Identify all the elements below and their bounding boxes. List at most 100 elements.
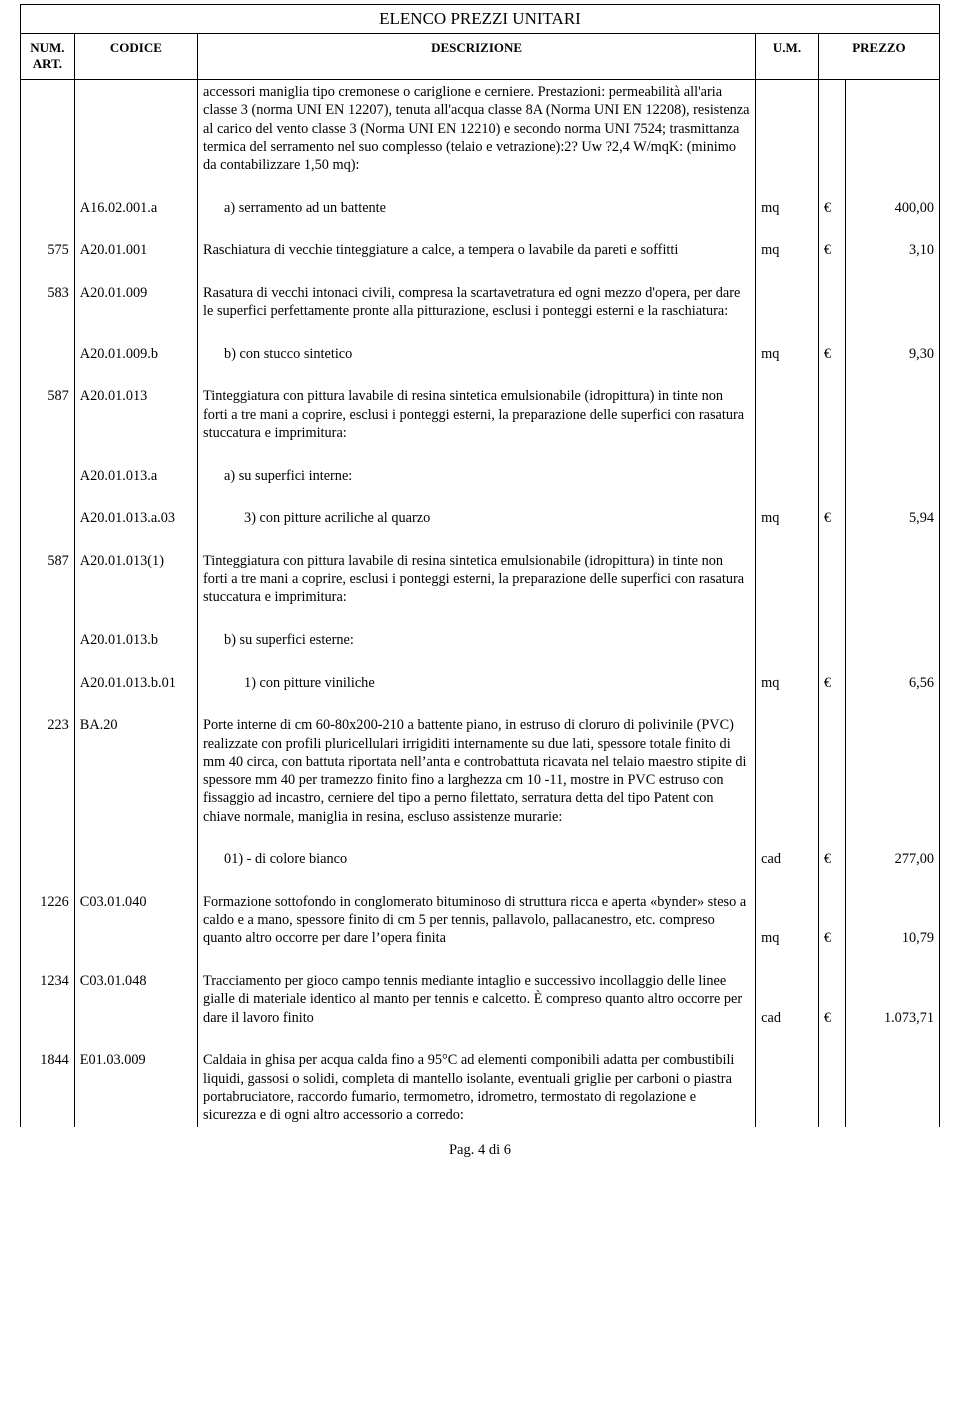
cell-code: C03.01.048	[74, 969, 197, 1030]
cell-val: 5,94	[845, 506, 939, 530]
cell-um	[756, 281, 819, 324]
cell-um: mq	[756, 671, 819, 695]
table-row: 587A20.01.013(1)Tinteggiatura con pittur…	[21, 549, 940, 610]
cell-num: 587	[21, 384, 75, 445]
table-row: A20.01.013.b.011) con pitture vinilichem…	[21, 671, 940, 695]
table-row: A20.01.013.bb) su superfici esterne:	[21, 628, 940, 652]
cell-desc: accessori maniglia tipo cremonese o cari…	[198, 80, 756, 178]
cell-um	[756, 713, 819, 829]
cell-sym	[818, 628, 845, 652]
table-row: A20.01.009.bb) con stucco sinteticomq€9,…	[21, 342, 940, 366]
cell-desc: a) serramento ad un battente	[198, 196, 756, 220]
cell-num	[21, 80, 75, 178]
cell-code: A20.01.009	[74, 281, 197, 324]
row-spacer	[21, 610, 940, 628]
price-table: ELENCO PREZZI UNITARI NUM. ART. CODICE D…	[20, 4, 940, 1127]
cell-sym	[818, 1048, 845, 1127]
cell-num	[21, 847, 75, 871]
cell-sym	[818, 281, 845, 324]
cell-um	[756, 464, 819, 488]
cell-um	[756, 628, 819, 652]
cell-sym	[818, 80, 845, 178]
cell-um: mq	[756, 196, 819, 220]
table-body: accessori maniglia tipo cremonese o cari…	[21, 80, 940, 1128]
cell-code: A20.01.009.b	[74, 342, 197, 366]
table-row: A16.02.001.aa) serramento ad un battente…	[21, 196, 940, 220]
table-title: ELENCO PREZZI UNITARI	[21, 5, 940, 34]
cell-num	[21, 506, 75, 530]
cell-val	[845, 628, 939, 652]
row-spacer	[21, 220, 940, 238]
cell-num: 575	[21, 238, 75, 262]
cell-val	[845, 1048, 939, 1127]
cell-um	[756, 1048, 819, 1127]
cell-desc: 01) - di colore bianco	[198, 847, 756, 871]
cell-val: 6,56	[845, 671, 939, 695]
col-header-desc: DESCRIZIONE	[198, 33, 756, 79]
table-row: 1226C03.01.040Formazione sottofondo in c…	[21, 890, 940, 951]
cell-sym: €	[818, 847, 845, 871]
row-spacer	[21, 829, 940, 847]
page: ELENCO PREZZI UNITARI NUM. ART. CODICE D…	[0, 0, 960, 1180]
cell-sym	[818, 464, 845, 488]
cell-sym: €	[818, 342, 845, 366]
cell-val: 277,00	[845, 847, 939, 871]
cell-code	[74, 80, 197, 178]
cell-desc: b) con stucco sintetico	[198, 342, 756, 366]
cell-sym	[818, 549, 845, 610]
cell-val	[845, 281, 939, 324]
cell-code: BA.20	[74, 713, 197, 829]
cell-sym	[818, 713, 845, 829]
cell-code: A20.01.013	[74, 384, 197, 445]
table-row: accessori maniglia tipo cremonese o cari…	[21, 80, 940, 178]
row-spacer	[21, 177, 940, 195]
cell-desc: Formazione sottofondo in conglomerato bi…	[198, 890, 756, 951]
cell-sym: €	[818, 671, 845, 695]
cell-desc: Raschiatura di vecchie tinteggiature a c…	[198, 238, 756, 262]
cell-code: E01.03.009	[74, 1048, 197, 1127]
cell-desc: 1) con pitture viniliche	[198, 671, 756, 695]
table-row: 587A20.01.013Tinteggiatura con pittura l…	[21, 384, 940, 445]
cell-um	[756, 549, 819, 610]
table-row: A20.01.013.aa) su superfici interne:	[21, 464, 940, 488]
cell-num	[21, 342, 75, 366]
cell-um: mq	[756, 506, 819, 530]
cell-desc: 3) con pitture acriliche al quarzo	[198, 506, 756, 530]
col-header-price: PREZZO	[818, 33, 939, 79]
cell-sym: €	[818, 196, 845, 220]
cell-sym: €	[818, 969, 845, 1030]
cell-val	[845, 384, 939, 445]
table-row: 01) - di colore biancocad€277,00	[21, 847, 940, 871]
cell-desc: Caldaia in ghisa per acqua calda fino a …	[198, 1048, 756, 1127]
cell-desc: Tinteggiatura con pittura lavabile di re…	[198, 384, 756, 445]
cell-num	[21, 196, 75, 220]
col-header-num: NUM. ART.	[21, 33, 75, 79]
row-spacer	[21, 488, 940, 506]
cell-num: 1226	[21, 890, 75, 951]
cell-desc: b) su superfici esterne:	[198, 628, 756, 652]
table-row: 575A20.01.001Raschiatura di vecchie tint…	[21, 238, 940, 262]
cell-val: 3,10	[845, 238, 939, 262]
row-spacer	[21, 872, 940, 890]
page-footer: Pag. 4 di 6	[20, 1141, 940, 1160]
row-spacer	[21, 951, 940, 969]
cell-desc: Porte interne di cm 60-80x200-210 a batt…	[198, 713, 756, 829]
cell-code: A20.01.013.b	[74, 628, 197, 652]
row-spacer	[21, 1030, 940, 1048]
cell-desc: Rasatura di vecchi intonaci civili, comp…	[198, 281, 756, 324]
cell-num	[21, 628, 75, 652]
row-spacer	[21, 695, 940, 713]
cell-um	[756, 384, 819, 445]
cell-desc: Tinteggiatura con pittura lavabile di re…	[198, 549, 756, 610]
cell-num: 587	[21, 549, 75, 610]
cell-code: C03.01.040	[74, 890, 197, 951]
cell-sym	[818, 384, 845, 445]
cell-val: 400,00	[845, 196, 939, 220]
table-row: 1844E01.03.009Caldaia in ghisa per acqua…	[21, 1048, 940, 1127]
table-row: A20.01.013.a.033) con pitture acriliche …	[21, 506, 940, 530]
cell-code: A16.02.001.a	[74, 196, 197, 220]
cell-num	[21, 464, 75, 488]
cell-val: 1.073,71	[845, 969, 939, 1030]
cell-num: 1844	[21, 1048, 75, 1127]
cell-val: 10,79	[845, 890, 939, 951]
